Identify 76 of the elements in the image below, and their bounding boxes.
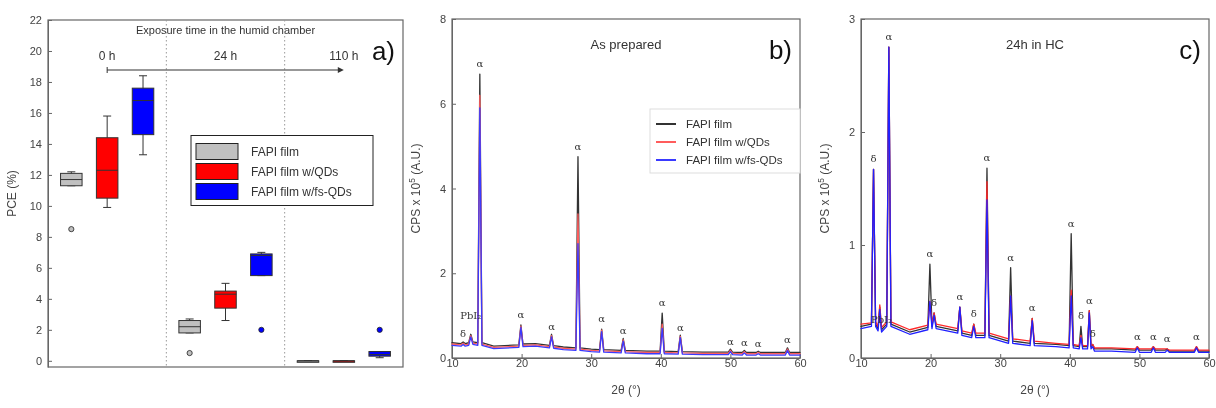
chart-title: Exposure time in the humid chamber	[135, 24, 316, 36]
y-tick-label: 22	[29, 14, 42, 27]
legend-label: FAPI film w/QDs	[251, 164, 339, 179]
annotation: δ	[460, 328, 467, 340]
y-tick-label: 2	[439, 267, 446, 280]
y-tick-label: 0	[439, 352, 446, 365]
annotation: α	[926, 248, 934, 260]
y-tick-label: 3	[848, 13, 855, 26]
x-axis-title: 2θ (°)	[611, 383, 641, 397]
y-tick-label: 0	[848, 352, 855, 365]
x-tick-label: 50	[1133, 357, 1147, 369]
legend-label: FAPI film w/fs-QDs	[686, 154, 783, 166]
annotation: α	[1028, 302, 1036, 314]
x-tick-label: 50	[724, 357, 738, 369]
x-tick-label: 40	[1064, 357, 1077, 369]
annotation: α	[548, 320, 556, 332]
x-tick-label: 110 h	[329, 49, 359, 63]
annotation: α	[1163, 332, 1171, 344]
annotation: α	[1149, 330, 1157, 342]
annotation: c)	[1179, 35, 1201, 65]
y-tick-label: 8	[439, 13, 446, 26]
annotation: α	[740, 336, 748, 348]
y-tick-label: 4	[35, 292, 42, 305]
text: 24h in HC	[1006, 37, 1064, 52]
x-tick-label: 30	[585, 357, 598, 369]
x-tick-label: 0 h	[98, 49, 116, 63]
y-axis-title: PCE (%)	[5, 170, 19, 217]
annotation: α	[1085, 294, 1093, 306]
annotation: α	[574, 140, 582, 152]
y-tick-label: 6	[439, 97, 446, 110]
annotation: α	[676, 321, 684, 333]
y-tick-label: 1	[848, 239, 855, 252]
annotation: α	[598, 313, 606, 325]
annotation: α	[658, 297, 666, 309]
annotation: α	[983, 152, 991, 164]
annotation: α	[476, 58, 484, 70]
y-tick-label: 14	[29, 137, 42, 150]
y-tick-label: 18	[29, 75, 42, 88]
y-tick-label: 10	[29, 199, 42, 212]
x-tick-label: 40	[655, 357, 668, 369]
annotation: α	[956, 291, 964, 303]
annotation: α	[727, 335, 735, 347]
legend-label: FAPI film w/fs-QDs	[251, 184, 352, 199]
legend-label: FAPI film	[251, 144, 300, 159]
y-tick-label: 16	[29, 106, 42, 119]
x-axis-title: 2θ (°)	[1020, 383, 1050, 397]
annotation: δ	[870, 153, 877, 165]
annotation: δ	[1077, 310, 1084, 322]
legend-label: FAPI film	[686, 118, 733, 130]
annotation: b)	[768, 35, 792, 65]
annotation: α	[517, 308, 525, 320]
annotation: a)	[371, 36, 395, 66]
y-tick-label: 6	[35, 261, 42, 274]
annotation: α	[1067, 217, 1075, 229]
y-tick-label: 0	[35, 354, 42, 367]
annotation: α	[754, 337, 762, 349]
y-tick-label: 4	[439, 182, 446, 195]
annotation: α	[885, 31, 893, 43]
y-tick-label: 2	[848, 126, 855, 139]
annotation: δ	[970, 308, 977, 320]
legend-label: FAPI film w/QDs	[686, 136, 770, 148]
x-tick-label: 30	[994, 357, 1007, 369]
y-tick-label: 2	[35, 323, 42, 336]
annotation: α	[1007, 251, 1015, 263]
annotation: α	[1193, 330, 1201, 342]
y-tick-label: 8	[35, 230, 42, 243]
annotation: α	[619, 325, 627, 337]
x-tick-label: 60	[1203, 357, 1216, 369]
annotation: α	[1133, 330, 1141, 342]
annotation: α	[784, 334, 792, 346]
text: As prepared	[590, 37, 662, 52]
x-tick-label: 20	[924, 357, 938, 369]
x-tick-label: 24 h	[213, 49, 238, 63]
x-tick-label: 60	[794, 357, 807, 369]
y-tick-label: 12	[29, 168, 42, 181]
x-tick-label: 20	[515, 357, 529, 369]
